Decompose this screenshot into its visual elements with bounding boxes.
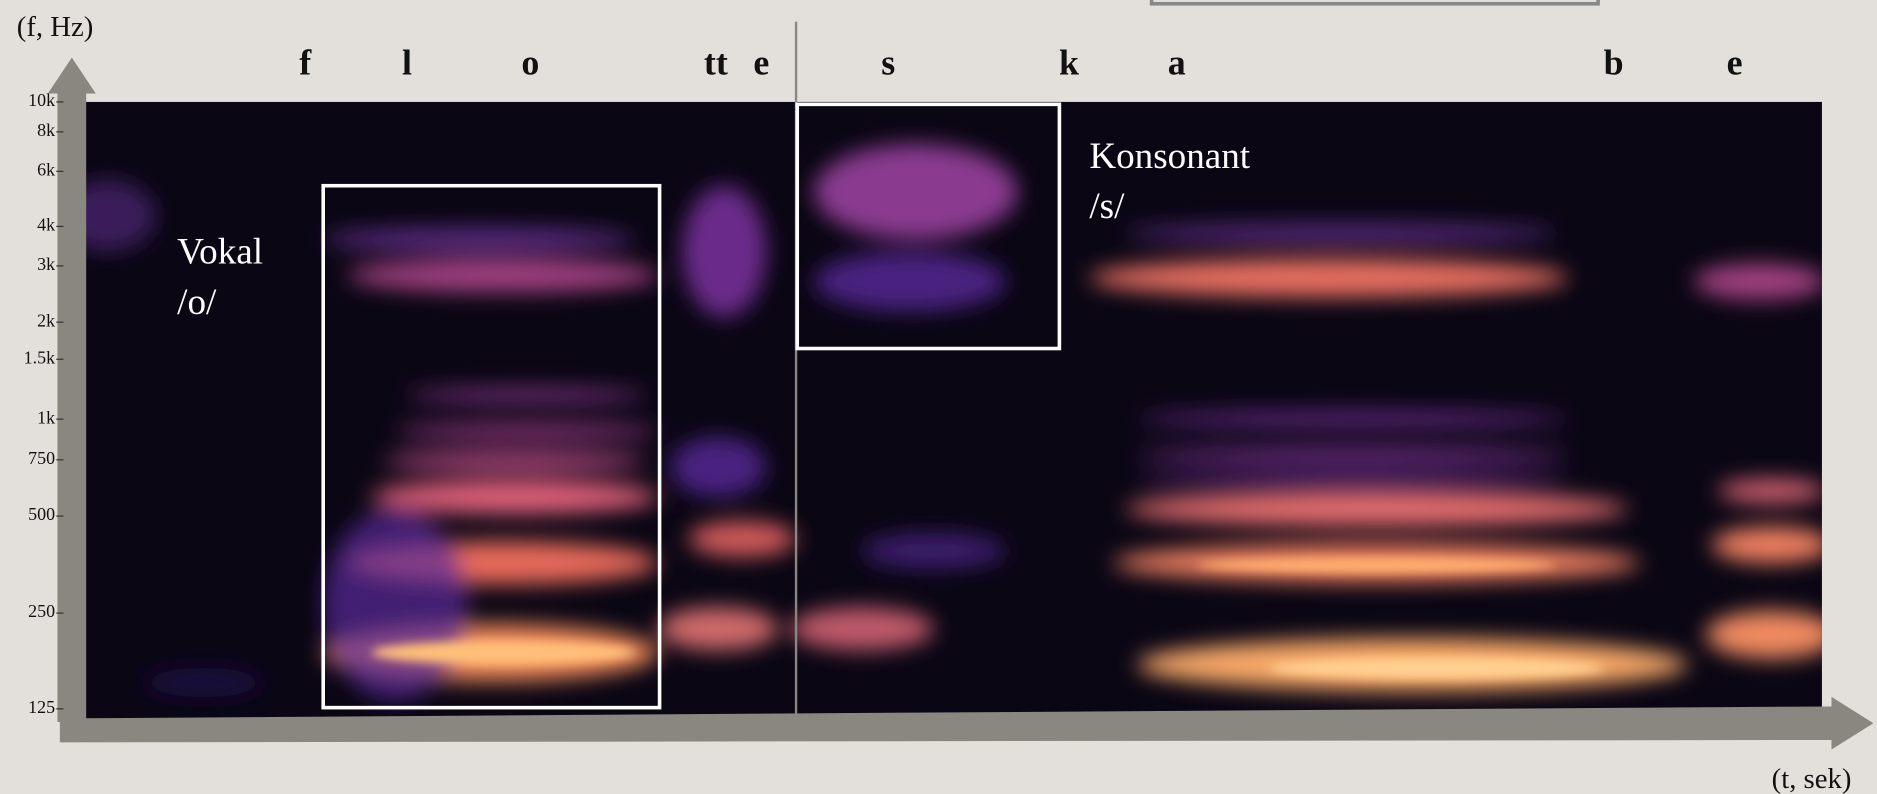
top-box: [1149, 0, 1600, 6]
vowel-box: [321, 183, 662, 710]
y-ticks: 10k 8k 6k 4k 3k 2k 1.5k 1k 750 500 250 1…: [24, 90, 64, 717]
y-tick-label: 4k: [37, 215, 55, 235]
phoneme: s: [881, 42, 895, 82]
phoneme: e: [1727, 42, 1743, 82]
y-tick-label: 8k: [37, 120, 55, 140]
phoneme: f: [299, 42, 312, 82]
x-axis-arrow: [59, 696, 1874, 750]
phoneme: tt: [704, 42, 728, 82]
y-tick-label: 750: [28, 448, 55, 468]
y-tick-label: 500: [28, 504, 55, 524]
consonant-box: [795, 102, 1062, 351]
phoneme: a: [1168, 42, 1186, 82]
y-axis-arrow: [47, 57, 96, 723]
annotation: Konsonant: [1089, 136, 1250, 177]
phoneme: o: [521, 42, 539, 82]
y-tick-label: 1.5k: [24, 347, 55, 367]
y-tick-label: 10k: [28, 90, 55, 110]
phonemes: f l o tt e s k a b e: [299, 42, 1742, 82]
phoneme: l: [402, 42, 412, 82]
y-tick-label: 6k: [37, 159, 55, 179]
y-tick-label: 250: [28, 601, 55, 621]
annotation: /o/: [177, 282, 217, 323]
phoneme: b: [1604, 42, 1624, 82]
x-axis-label: (t, sek): [1772, 763, 1852, 794]
phoneme: k: [1059, 42, 1079, 82]
annotation: /s/: [1089, 186, 1125, 227]
y-tick-label: 2k: [37, 310, 55, 330]
spectrogram-energy: [74, 143, 1822, 701]
y-tick-label: 125: [28, 697, 55, 717]
y-axis-label: (f, Hz): [17, 11, 94, 43]
y-tick-label: 3k: [37, 254, 55, 274]
y-tick-label: 1k: [37, 407, 55, 427]
phoneme: e: [753, 42, 769, 82]
annotation: Vokal: [177, 232, 263, 273]
